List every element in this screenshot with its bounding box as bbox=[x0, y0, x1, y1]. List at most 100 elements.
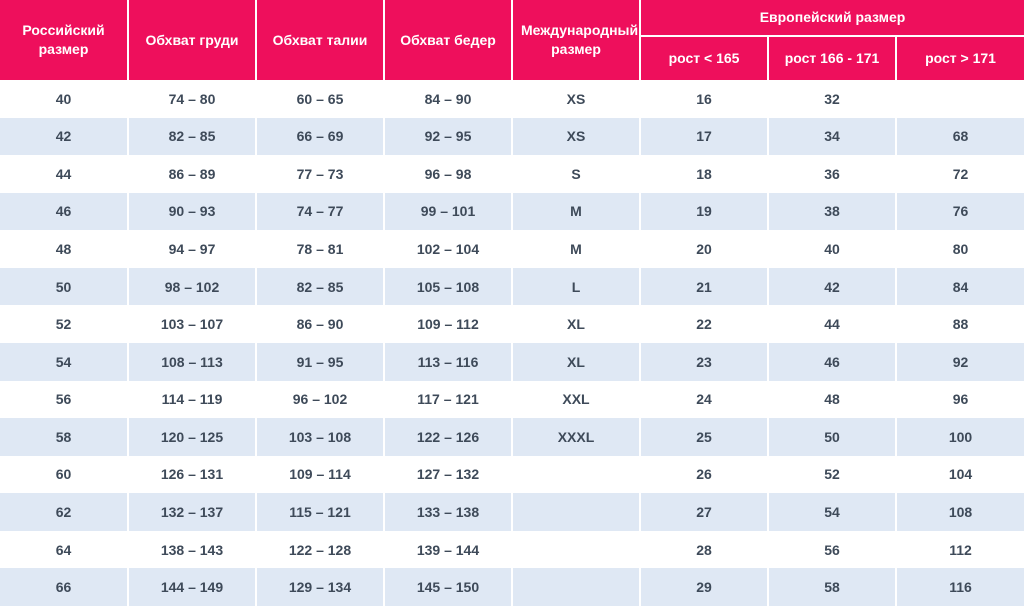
table-cell: 133 – 138 bbox=[384, 493, 513, 531]
table-cell: 96 bbox=[896, 380, 1024, 419]
header-waist: Обхват талии bbox=[256, 0, 385, 80]
table-cell: 66 bbox=[0, 568, 129, 606]
table-cell: 132 – 137 bbox=[128, 493, 257, 531]
table-cell: 66 – 69 bbox=[256, 117, 385, 156]
table-cell: 98 – 102 bbox=[128, 267, 257, 306]
table-cell: 92 – 95 bbox=[384, 117, 513, 156]
table-cell: 100 bbox=[896, 418, 1024, 456]
table-cell: 40 bbox=[0, 80, 129, 118]
table-cell: XS bbox=[512, 80, 641, 118]
table-cell: 103 – 108 bbox=[256, 418, 385, 456]
table-cell: 86 – 90 bbox=[256, 305, 385, 343]
table-cell: 56 bbox=[768, 530, 897, 569]
table-cell: M bbox=[512, 192, 641, 231]
table-body: 40 74 – 80 60 – 65 84 – 90 XS 16 32 42 82 – 85 66… bbox=[0, 80, 1024, 606]
table-cell: 29 bbox=[640, 568, 769, 606]
table-cell: 19 bbox=[640, 192, 769, 231]
header-height-166-171: рост 166 - 171 bbox=[768, 36, 897, 80]
table-row: 42 82 – 85 66 – 69 92 – 95 XS 17 34 68 bbox=[0, 117, 1024, 156]
table-cell: 44 bbox=[768, 305, 897, 343]
table-cell: 42 bbox=[0, 117, 129, 156]
header-height-gt-171: рост > 171 bbox=[896, 36, 1024, 80]
table-cell: S bbox=[512, 155, 641, 193]
table-cell: L bbox=[512, 267, 641, 306]
table-cell: 50 bbox=[768, 418, 897, 456]
table-cell: 108 bbox=[896, 493, 1024, 531]
table-cell bbox=[896, 80, 1024, 118]
table-cell: 17 bbox=[640, 117, 769, 156]
table-cell: 18 bbox=[640, 155, 769, 193]
table-cell: 21 bbox=[640, 267, 769, 306]
table-row: 58 120 – 125 103 – 108 122 – 126 XXXL 25 50 100 bbox=[0, 418, 1024, 456]
table-cell: 52 bbox=[768, 455, 897, 494]
header-chest: Обхват груди bbox=[128, 0, 257, 80]
table-cell: 68 bbox=[896, 117, 1024, 156]
table-cell: 122 – 126 bbox=[384, 418, 513, 456]
table-cell: 99 – 101 bbox=[384, 192, 513, 231]
table-cell: 88 bbox=[896, 305, 1024, 343]
table-cell: 117 – 121 bbox=[384, 380, 513, 419]
table-cell bbox=[512, 455, 641, 494]
table-cell: 28 bbox=[640, 530, 769, 569]
table-cell: 82 – 85 bbox=[256, 267, 385, 306]
table-row: 56 114 – 119 96 – 102 117 – 121 XXL 24 48 96 bbox=[0, 380, 1024, 419]
table-cell: 108 – 113 bbox=[128, 342, 257, 381]
table-cell: 60 bbox=[0, 455, 129, 494]
table-cell: 44 bbox=[0, 155, 129, 193]
table-cell: XXXL bbox=[512, 418, 641, 456]
table-cell: XL bbox=[512, 342, 641, 381]
table-cell: 56 bbox=[0, 380, 129, 419]
table-row: 66 144 – 149 129 – 134 145 – 150 29 58 116 bbox=[0, 568, 1024, 606]
table-cell bbox=[512, 530, 641, 569]
header-russian-size: Российский размер bbox=[0, 0, 129, 80]
table-cell: 72 bbox=[896, 155, 1024, 193]
table-cell: XS bbox=[512, 117, 641, 156]
table-cell: 102 – 104 bbox=[384, 230, 513, 268]
table-row: 50 98 – 102 82 – 85 105 – 108 L 21 42 84 bbox=[0, 267, 1024, 306]
table-cell: 26 bbox=[640, 455, 769, 494]
table-cell: 34 bbox=[768, 117, 897, 156]
table-cell: XXL bbox=[512, 380, 641, 419]
table-cell: 20 bbox=[640, 230, 769, 268]
table-cell: 78 – 81 bbox=[256, 230, 385, 268]
table-cell: 58 bbox=[768, 568, 897, 606]
table-cell: 58 bbox=[0, 418, 129, 456]
table-cell: 52 bbox=[0, 305, 129, 343]
table-cell: 25 bbox=[640, 418, 769, 456]
table-cell: 96 – 98 bbox=[384, 155, 513, 193]
table-cell: 42 bbox=[768, 267, 897, 306]
table-cell: 129 – 134 bbox=[256, 568, 385, 606]
table-cell: 80 bbox=[896, 230, 1024, 268]
table-cell: 27 bbox=[640, 493, 769, 531]
table-cell: 40 bbox=[768, 230, 897, 268]
table-cell: 64 bbox=[0, 530, 129, 569]
table-cell: 60 – 65 bbox=[256, 80, 385, 118]
table-row: 44 86 – 89 77 – 73 96 – 98 S 18 36 72 bbox=[0, 155, 1024, 193]
table-row: 64 138 – 143 122 – 128 139 – 144 28 56 112 bbox=[0, 530, 1024, 569]
table-row: 54 108 – 113 91 – 95 113 – 116 XL 23 46 92 bbox=[0, 342, 1024, 381]
table-cell: 38 bbox=[768, 192, 897, 231]
table-cell bbox=[512, 568, 641, 606]
table-cell: 138 – 143 bbox=[128, 530, 257, 569]
table-cell: XL bbox=[512, 305, 641, 343]
table-cell: 112 bbox=[896, 530, 1024, 569]
table-cell: 94 – 97 bbox=[128, 230, 257, 268]
table-cell: 96 – 102 bbox=[256, 380, 385, 419]
table-cell: 104 bbox=[896, 455, 1024, 494]
table-cell: 91 – 95 bbox=[256, 342, 385, 381]
table-cell: 126 – 131 bbox=[128, 455, 257, 494]
table-row: 62 132 – 137 115 – 121 133 – 138 27 54 108 bbox=[0, 493, 1024, 531]
table-cell: 23 bbox=[640, 342, 769, 381]
table-cell: 120 – 125 bbox=[128, 418, 257, 456]
table-cell: 62 bbox=[0, 493, 129, 531]
table-cell: 127 – 132 bbox=[384, 455, 513, 494]
table-cell: 103 – 107 bbox=[128, 305, 257, 343]
header-european-size: Европейский размер bbox=[640, 0, 1024, 37]
table-cell: 50 bbox=[0, 267, 129, 306]
table-cell: 144 – 149 bbox=[128, 568, 257, 606]
table-row: 52 103 – 107 86 – 90 109 – 112 XL 22 44 88 bbox=[0, 305, 1024, 343]
table-cell: 116 bbox=[896, 568, 1024, 606]
table-cell: 90 – 93 bbox=[128, 192, 257, 231]
